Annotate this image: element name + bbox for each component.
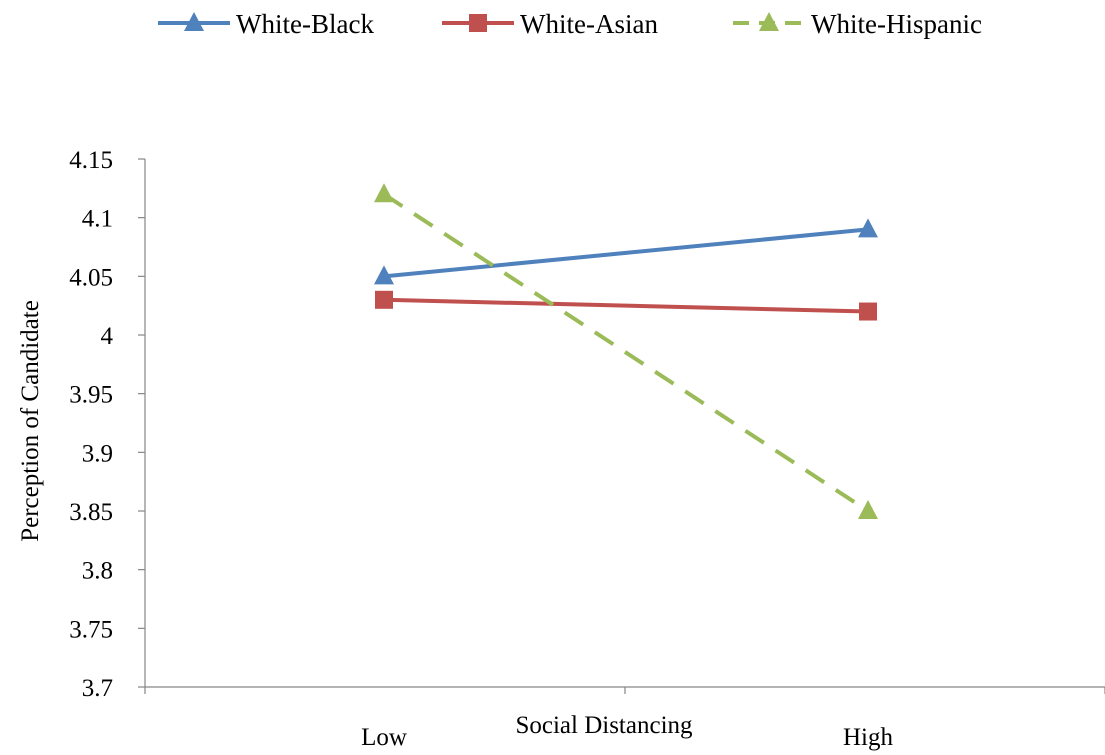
y-tick-label: 4.1 [82, 206, 113, 233]
series-line-white-black [383, 227, 869, 279]
y-tick-label: 4 [101, 323, 114, 350]
y-tick-label: 3.8 [82, 558, 113, 585]
x-tick-label: Low [361, 724, 407, 751]
data-point-white-hispanic [374, 183, 394, 203]
legend-item-white-asian: White-Asian [442, 9, 658, 39]
series-white-black [374, 218, 878, 285]
data-point-white-asian [375, 290, 393, 309]
y-tick-label: 3.95 [69, 382, 113, 409]
series-line-white-asian [383, 297, 869, 314]
y-tick-label: 3.7 [82, 675, 113, 702]
legend-label: White-Hispanic [811, 9, 982, 39]
y-tick-label: 4.15 [69, 147, 113, 174]
legend: White-Black White-Asian White-Hispanic [158, 9, 982, 39]
data-point-white-hispanic [858, 500, 878, 519]
data-point-white-black [374, 265, 394, 285]
legend-swatch-marker [469, 14, 487, 32]
legend-label: White-Black [236, 9, 374, 39]
series-line-white-hispanic [382, 192, 870, 513]
legend-swatch-marker [759, 12, 779, 31]
x-tick-label: High [843, 724, 894, 751]
series-white-asian [375, 290, 877, 321]
series-layer [374, 183, 878, 519]
legend-swatch-marker [184, 12, 204, 31]
data-point-white-black [858, 218, 878, 238]
y-tick-label: 4.05 [69, 264, 113, 291]
legend-item-white-black: White-Black [158, 9, 374, 39]
axes: 3.7 3.75 3.8 3.85 3.9 3.95 4 4.05 4.1 4.15 Low High [69, 147, 1105, 751]
data-point-white-asian [859, 302, 877, 321]
series-white-hispanic [374, 183, 878, 519]
legend-item-white-hispanic: White-Hispanic [733, 9, 982, 39]
x-axis-title: Social Distancing [515, 712, 693, 739]
y-tick-label: 3.75 [69, 616, 113, 643]
y-axis-title: Perception of Candidate [17, 300, 44, 542]
y-tick-label: 3.85 [69, 499, 113, 526]
y-tick-label: 3.9 [82, 440, 113, 467]
legend-label: White-Asian [520, 9, 658, 39]
